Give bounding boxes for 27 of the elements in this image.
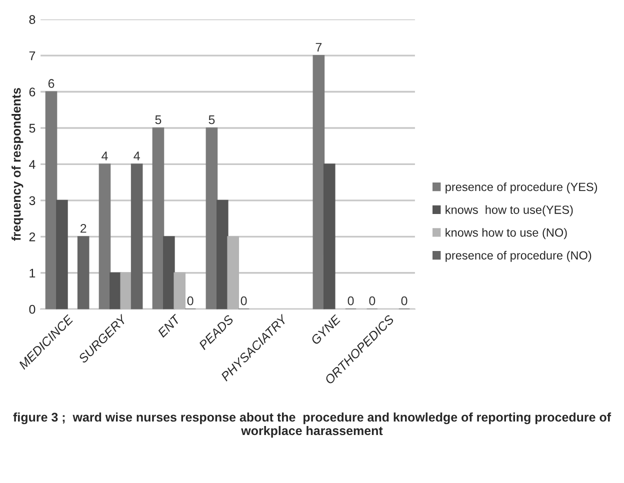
- data-label: 0: [401, 296, 408, 306]
- legend-label: presence of procedure (YES): [446, 182, 598, 194]
- data-label: 2: [80, 224, 86, 233]
- y-tick-label: 0: [29, 304, 36, 314]
- data-label: 0: [240, 296, 247, 306]
- data-label: 0: [369, 296, 376, 306]
- y-axis-title: frequency of respondents: [12, 88, 24, 241]
- y-tick-label: 3: [29, 196, 36, 206]
- legend-label: knows how to use (NO): [446, 228, 567, 240]
- y-tick-label: 7: [29, 51, 36, 60]
- y-tick-label: 2: [29, 232, 36, 242]
- caption: figure 3 ; ward wise nurses response about the procedure and knowledge of reporting procedure of workplace harassement: [13, 412, 612, 438]
- data-label: 5: [155, 115, 162, 124]
- data-label: 5: [208, 115, 215, 124]
- data-label: 7: [316, 42, 322, 52]
- y-tick-label: 8: [29, 15, 36, 24]
- data-label: 0: [348, 296, 354, 306]
- data-label: 6: [48, 79, 54, 88]
- data-label: 4: [102, 152, 108, 160]
- legend-label: presence of procedure (NO): [446, 250, 592, 262]
- data-label: 0: [187, 296, 194, 306]
- legend-label: knows how to use(YES): [446, 205, 573, 216]
- y-tick-label: 1: [30, 268, 36, 278]
- y-tick-label: 6: [29, 88, 36, 96]
- y-tick-label: 4: [29, 160, 36, 169]
- data-label: 4: [134, 152, 140, 160]
- y-tick-label: 5: [29, 124, 36, 133]
